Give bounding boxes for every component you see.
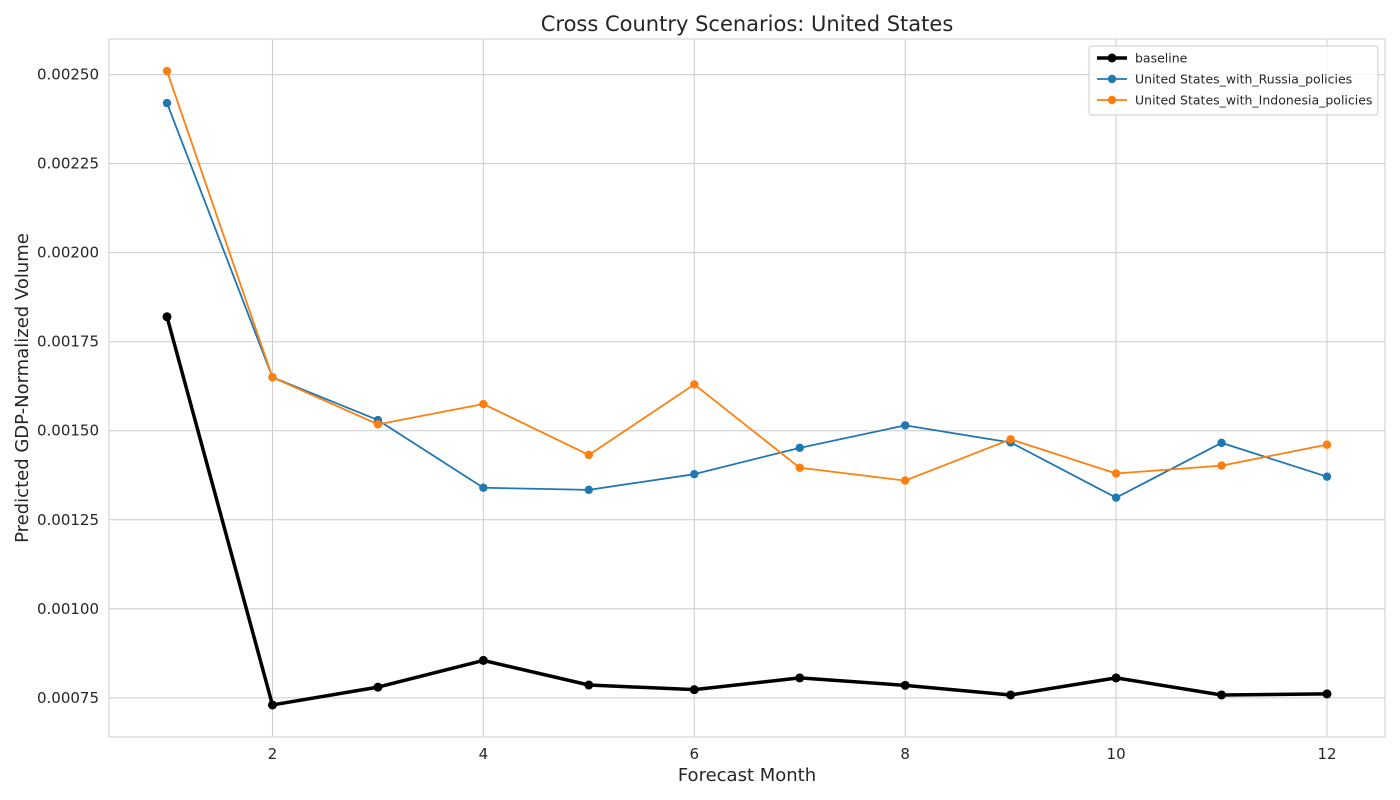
data-point <box>268 373 277 382</box>
series-line <box>166 102 1328 499</box>
legend-item: United States_with_Russia_policies <box>1097 72 1352 87</box>
data-point <box>162 66 172 76</box>
legend-label: United States_with_Russia_policies <box>1135 72 1352 87</box>
legend-swatch-marker <box>1107 74 1117 84</box>
data-point <box>1322 440 1332 449</box>
legend-item: baseline <box>1097 51 1188 66</box>
y-axis-label: Predicted GDP-Normalized Volume <box>12 233 33 543</box>
y-tick-label: 0.00200 <box>37 244 99 262</box>
x-tick-label: 2 <box>268 745 278 763</box>
series <box>162 66 1332 710</box>
data-point <box>795 673 805 683</box>
data-point <box>795 443 804 453</box>
data-point <box>1217 690 1227 700</box>
x-tick-label: 6 <box>689 745 699 763</box>
y-tick-label: 0.00125 <box>37 511 99 529</box>
data-point <box>900 476 910 485</box>
x-tick-label: 4 <box>479 745 489 763</box>
data-point <box>267 700 277 710</box>
data-point <box>479 399 488 409</box>
data-point <box>1006 690 1016 700</box>
x-tick-label: 10 <box>1107 745 1126 763</box>
y-tick-label: 0.00175 <box>37 333 99 351</box>
data-point <box>1217 461 1226 470</box>
chart-title: Cross Country Scenarios: United States <box>541 12 954 36</box>
data-point <box>162 98 172 108</box>
data-point <box>795 463 804 472</box>
grid <box>109 39 1385 737</box>
legend-item: United States_with_Indonesia_policies <box>1097 93 1372 108</box>
data-point <box>162 312 172 322</box>
data-point <box>1111 469 1121 478</box>
plot-frame <box>108 38 1386 738</box>
y-tick-label: 0.00225 <box>37 155 99 173</box>
series-0 <box>162 312 1332 710</box>
plot-area <box>109 39 1385 737</box>
series-2 <box>162 66 1332 485</box>
data-point <box>479 483 488 492</box>
data-point <box>373 682 383 692</box>
data-point <box>1217 438 1226 448</box>
data-point <box>690 469 699 479</box>
x-axis-label: Forecast Month <box>678 765 816 786</box>
y-tick-label: 0.00100 <box>37 600 99 618</box>
data-point <box>1322 472 1332 481</box>
data-point <box>900 680 910 690</box>
legend-box <box>1088 45 1379 116</box>
data-point <box>1111 493 1121 502</box>
data-point <box>1006 435 1015 444</box>
data-point <box>478 655 488 665</box>
data-point <box>373 420 383 429</box>
data-point <box>1111 673 1121 683</box>
y-tick-label: 0.00250 <box>37 66 99 84</box>
series-line <box>165 316 1328 707</box>
data-point <box>900 421 910 430</box>
legend-swatch-marker <box>1107 95 1117 105</box>
legend-label: United States_with_Indonesia_policies <box>1135 93 1372 108</box>
data-point <box>690 380 699 389</box>
x-tick-label: 8 <box>900 745 910 763</box>
data-point <box>584 485 594 495</box>
y-tick-label: 0.00075 <box>37 689 99 707</box>
data-point <box>584 680 594 690</box>
legend: baseline United States_with_Russia_polici… <box>1088 45 1379 116</box>
x-tick-label: 12 <box>1317 745 1336 763</box>
legend-label: baseline <box>1135 51 1188 66</box>
data-point <box>689 685 699 695</box>
data-point <box>584 450 594 460</box>
legend-swatch-marker <box>1107 53 1117 63</box>
tick-labels: 2 4 6 8 10 12 0.00075 0.00100 0.00125 0.00150 0.00… <box>37 66 1337 763</box>
series-line <box>166 70 1328 482</box>
y-tick-label: 0.00150 <box>37 422 99 440</box>
data-point <box>1322 689 1332 699</box>
